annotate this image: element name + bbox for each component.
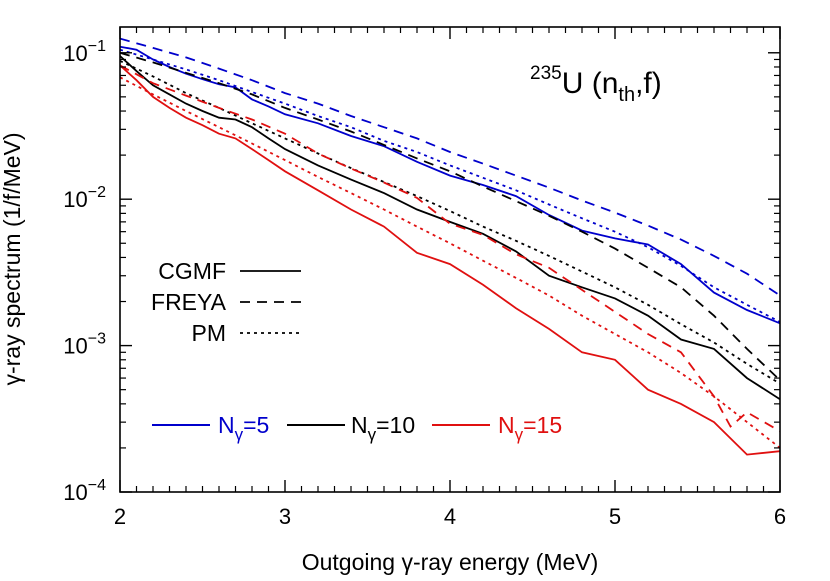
series-line-n15-freya [120, 64, 780, 432]
annotation-element: U [562, 67, 584, 100]
y-axis-label: γ-ray spectrum (1/f/MeV) [0, 132, 25, 385]
color-legend-post: =10 [376, 412, 415, 438]
series-line-n5-cgmf [120, 45, 780, 325]
annotation-close: ,f) [635, 67, 662, 100]
series-line-n10-cgmf [120, 55, 780, 401]
style-legend: CGMF FREYA PM [151, 258, 301, 346]
series-line-n5-freya [120, 37, 780, 297]
reaction-annotation: 235U (nth,f) [530, 63, 662, 106]
x-tick-label: 6 [774, 504, 786, 529]
color-legend-post: =5 [243, 412, 269, 438]
series-line-n10-freya [120, 51, 780, 381]
ticks-layer [119, 27, 781, 493]
color-legend-label: Nγ=15 [498, 412, 562, 444]
x-tick-label: 2 [114, 504, 126, 529]
color-legend-label: Nγ=5 [218, 412, 269, 444]
x-tick-label: 5 [609, 504, 621, 529]
color-legend-pre: N [218, 412, 235, 438]
y-tick-label: 10−2 [63, 184, 106, 212]
x-axis-label: Outgoing γ-ray energy (MeV) [302, 549, 599, 575]
y-tick-base: 10 [63, 334, 87, 359]
series-line-n5-pm [120, 48, 780, 323]
y-tick-label: 10−4 [63, 477, 106, 505]
y-tick-label: 10−1 [63, 38, 106, 66]
color-legend-pre: N [498, 412, 515, 438]
style-legend-label: FREYA [151, 289, 227, 315]
x-tick-label: 4 [444, 504, 456, 529]
y-tick-exponent: −3 [88, 331, 106, 348]
color-legend: Nγ=5 Nγ=10 Nγ=15 [152, 412, 562, 444]
annotation-mass: 235 [530, 63, 562, 84]
annotation-open: (n [583, 67, 618, 100]
y-tick-base: 10 [63, 187, 87, 212]
style-legend-label: PM [192, 320, 227, 346]
series-line-n15-cgmf [120, 64, 780, 456]
series-line-n10-pm [120, 60, 780, 385]
labels-layer: 2 3 4 5 610−110−210−310−4 [63, 38, 786, 529]
color-legend-sub: γ [515, 425, 524, 444]
y-tick-exponent: −4 [88, 477, 106, 494]
x-tick-label: 3 [279, 504, 291, 529]
color-legend-sub: γ [235, 425, 244, 444]
color-legend-pre: N [351, 412, 368, 438]
color-legend-post: =15 [523, 412, 562, 438]
series-layer [120, 37, 780, 456]
annotation-sub: th [618, 84, 635, 106]
y-tick-exponent: −2 [88, 184, 106, 201]
color-legend-label: Nγ=10 [351, 412, 415, 444]
y-tick-exponent: −1 [88, 38, 106, 55]
y-tick-base: 10 [63, 480, 87, 505]
y-tick-label: 10−3 [63, 331, 106, 359]
color-legend-sub: γ [368, 425, 377, 444]
style-legend-label: CGMF [158, 258, 226, 284]
y-tick-base: 10 [63, 41, 87, 66]
